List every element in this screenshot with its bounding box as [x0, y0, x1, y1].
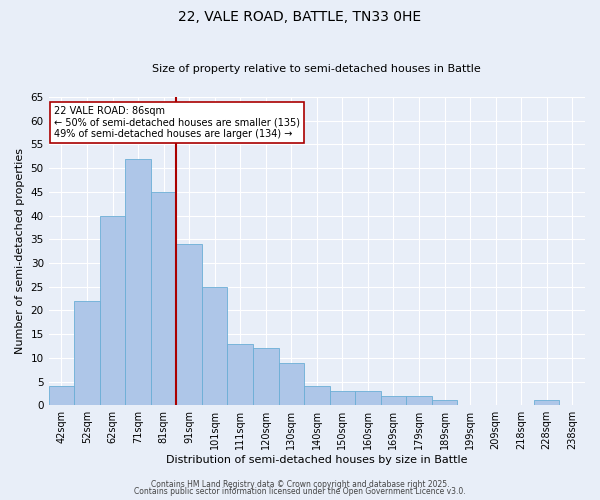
- Bar: [202, 286, 227, 405]
- Bar: [380, 396, 406, 405]
- X-axis label: Distribution of semi-detached houses by size in Battle: Distribution of semi-detached houses by …: [166, 455, 467, 465]
- Bar: [227, 344, 253, 405]
- Bar: [406, 396, 432, 405]
- Bar: [125, 158, 151, 405]
- Text: Contains HM Land Registry data © Crown copyright and database right 2025.: Contains HM Land Registry data © Crown c…: [151, 480, 449, 489]
- Bar: [278, 362, 304, 405]
- Bar: [253, 348, 278, 405]
- Bar: [176, 244, 202, 405]
- Bar: [151, 192, 176, 405]
- Bar: [329, 391, 355, 405]
- Bar: [100, 216, 125, 405]
- Y-axis label: Number of semi-detached properties: Number of semi-detached properties: [15, 148, 25, 354]
- Text: 22, VALE ROAD, BATTLE, TN33 0HE: 22, VALE ROAD, BATTLE, TN33 0HE: [178, 10, 422, 24]
- Title: Size of property relative to semi-detached houses in Battle: Size of property relative to semi-detach…: [152, 64, 481, 74]
- Bar: [49, 386, 74, 405]
- Bar: [304, 386, 329, 405]
- Bar: [534, 400, 559, 405]
- Bar: [432, 400, 457, 405]
- Bar: [355, 391, 380, 405]
- Text: Contains public sector information licensed under the Open Government Licence v3: Contains public sector information licen…: [134, 487, 466, 496]
- Text: 22 VALE ROAD: 86sqm
← 50% of semi-detached houses are smaller (135)
49% of semi-: 22 VALE ROAD: 86sqm ← 50% of semi-detach…: [54, 106, 300, 140]
- Bar: [74, 301, 100, 405]
